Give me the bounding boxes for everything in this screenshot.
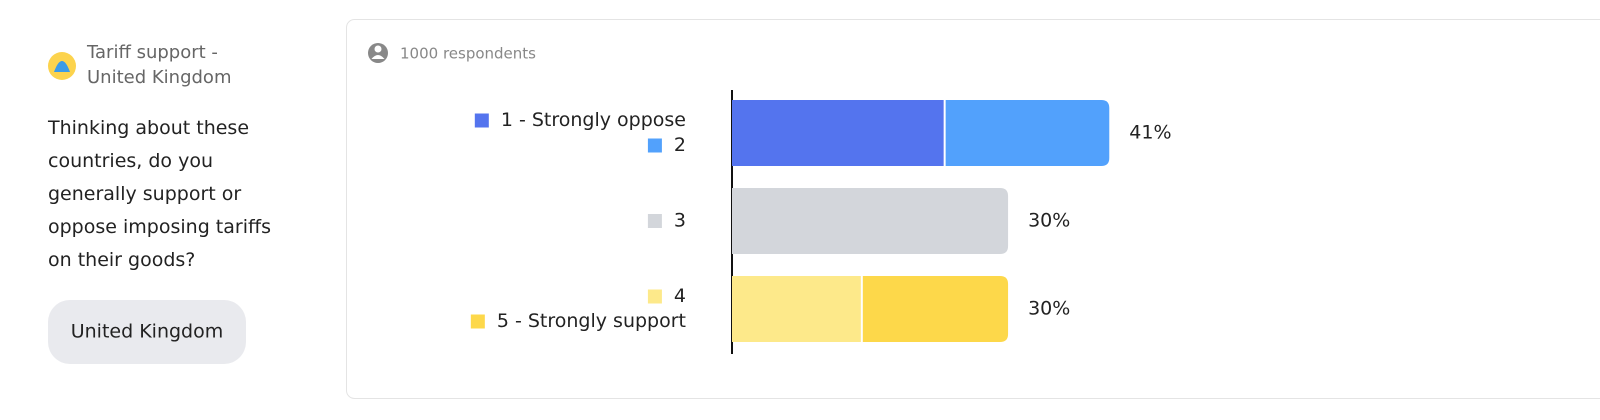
country-button-label[interactable]: United Kingdom bbox=[71, 321, 224, 343]
person-icon-body bbox=[371, 55, 385, 59]
bar-segment bbox=[945, 100, 1110, 166]
legend-label: 3 bbox=[674, 210, 686, 232]
bar-segment bbox=[732, 276, 861, 342]
person-icon-head bbox=[374, 45, 382, 53]
total-label: 41% bbox=[1129, 122, 1171, 144]
topic-title: Tariff support - bbox=[86, 42, 218, 63]
legend-label: 2 bbox=[674, 134, 686, 156]
bar-segment bbox=[732, 188, 1009, 254]
legend-label: 5 - Strongly support bbox=[497, 310, 686, 332]
legend-swatch bbox=[470, 314, 485, 329]
legend-label: 1 - Strongly oppose bbox=[501, 109, 686, 131]
bar-segment bbox=[862, 276, 1009, 342]
total-label: 30% bbox=[1028, 298, 1070, 320]
bar-segment bbox=[732, 100, 944, 166]
legend-swatch bbox=[474, 113, 489, 128]
legend-swatch bbox=[647, 138, 662, 153]
legend-swatch bbox=[647, 214, 662, 228]
topic-title: United Kingdom bbox=[87, 67, 231, 88]
legend-swatch bbox=[647, 289, 662, 304]
respondents: 1000 respondents bbox=[400, 45, 536, 63]
question: Thinking about these countries, do you g… bbox=[48, 117, 271, 271]
topic-icon-shape bbox=[54, 61, 70, 72]
country-button[interactable] bbox=[48, 300, 246, 364]
legend-label: 4 bbox=[674, 285, 686, 307]
total-label: 30% bbox=[1028, 210, 1070, 232]
